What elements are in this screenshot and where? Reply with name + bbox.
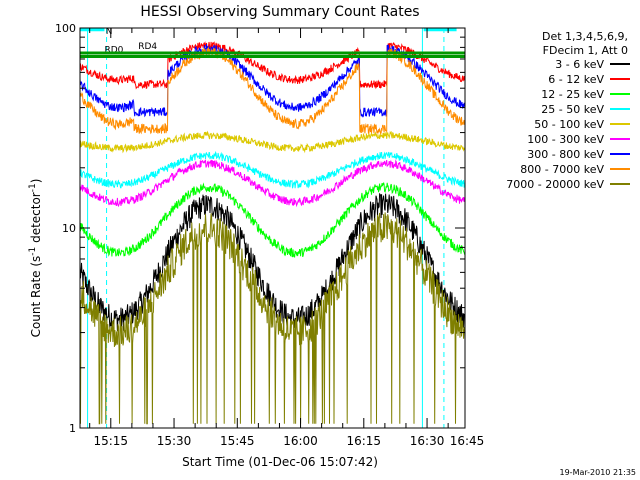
legend-label-5: 100 - 300 keV — [527, 133, 604, 146]
x-tick-label-6: 16:45 — [450, 434, 485, 448]
chart-title: HESSI Observing Summary Count Rates — [140, 4, 419, 20]
x-tick-label-2: 15:45 — [220, 434, 255, 448]
flag-label-0: RD0 — [104, 46, 123, 56]
series-trace-7 — [79, 47, 466, 135]
series-trace-2 — [79, 182, 466, 258]
legend-label-0: 3 - 6 keV — [555, 58, 604, 71]
series-trace-4 — [79, 130, 466, 154]
x-tick-label-5: 16:30 — [410, 434, 445, 448]
y-axis-label: Count Rate (s-1 detector-1) — [28, 179, 43, 338]
legend: Det 1,3,4,5,6,9,FDecim 1, Att 03 - 6 keV… — [506, 30, 630, 191]
x-tick-label-0: 15:15 — [93, 434, 128, 448]
y-tick-label-2: 100 — [55, 22, 76, 35]
legend-label-8: 7000 - 20000 keV — [506, 178, 604, 191]
legend-label-6: 300 - 800 keV — [527, 148, 604, 161]
y-tick-label-1: 10 — [62, 222, 76, 235]
x-tick-label-3: 16:00 — [283, 434, 318, 448]
legend-label-1: 6 - 12 keV — [548, 73, 604, 86]
y-tick-label-0: 1 — [69, 422, 76, 435]
legend-label-4: 50 - 100 keV — [534, 118, 604, 131]
x-axis-label: Start Time (01-Dec-06 15:07:42) — [182, 455, 378, 469]
axes: 1 10 100 15:15 15:30 15:45 16:00 16:15 16:30 16:4… — [55, 22, 484, 448]
legend-label-7: 800 - 7000 keV — [520, 163, 604, 176]
timestamp: 19-Mar-2010 21:35 — [560, 468, 637, 477]
series-trace-1 — [79, 41, 466, 90]
series-trace-3 — [79, 150, 466, 189]
legend-label-2: 12 - 25 keV — [541, 88, 604, 101]
legend-label-3: 25 - 50 keV — [541, 103, 604, 116]
x-tick-label-4: 16:15 — [346, 434, 381, 448]
legend-header-0: Det 1,3,4,5,6,9, — [542, 30, 628, 43]
series-trace-5 — [79, 159, 466, 208]
flag-label-1: RD4 — [138, 42, 157, 52]
series-trace-8 — [79, 212, 466, 425]
plot-area: RD0 RD4 N — [79, 27, 466, 428]
x-tick-label-1: 15:30 — [157, 434, 192, 448]
legend-header-1: FDecim 1, Att 0 — [543, 44, 628, 57]
marker-n: N — [106, 27, 113, 37]
